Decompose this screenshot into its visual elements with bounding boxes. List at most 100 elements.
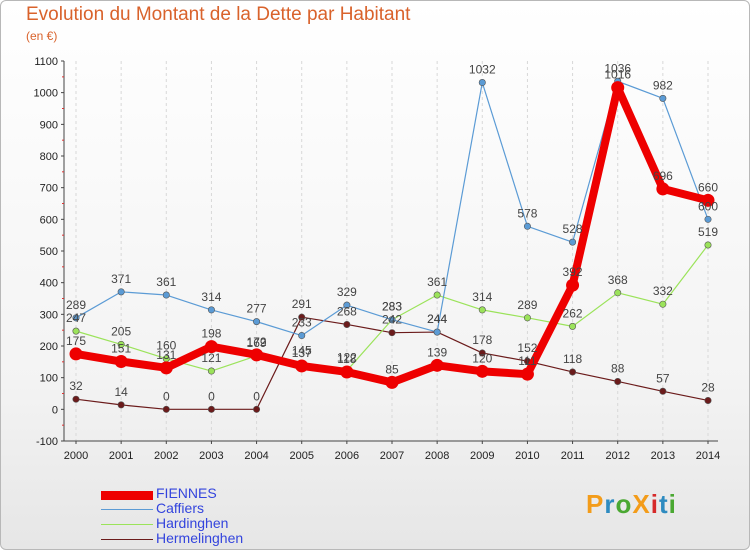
data-label-hardinghen: 169 [247, 336, 267, 350]
point-fiennes [159, 361, 173, 375]
data-label-fiennes: 137 [292, 346, 312, 360]
point-hermelinghen [117, 401, 125, 409]
point-hardinghen [569, 322, 577, 330]
point-hardinghen [523, 314, 531, 322]
y-tick-label: 400 [40, 278, 58, 290]
logo-letter: o [615, 489, 633, 519]
x-tick-label: 2008 [425, 450, 449, 462]
point-hermelinghen [478, 349, 486, 357]
data-label-fiennes: 139 [427, 345, 447, 359]
data-label-fiennes: 151 [111, 342, 131, 356]
data-label-fiennes: 660 [698, 180, 718, 194]
logo-letter: t [658, 489, 669, 519]
logo-letter: X [632, 489, 651, 519]
data-label-caffiers: 578 [517, 206, 537, 220]
point-fiennes [520, 367, 534, 381]
data-label-caffiers: 277 [247, 302, 267, 316]
point-caffiers [162, 291, 170, 299]
data-label-hermelinghen: 88 [611, 361, 625, 375]
data-label-fiennes: 111 [518, 354, 537, 368]
point-fiennes [566, 278, 580, 292]
legend-label-hardinghen: Hardinghen [156, 515, 229, 531]
x-tick-label: 2000 [64, 450, 88, 462]
x-tick-label: 2014 [696, 450, 720, 462]
y-tick-label: 900 [40, 119, 58, 131]
y-tick-label: 500 [40, 246, 58, 258]
data-label-hardinghen: 519 [698, 225, 718, 239]
point-fiennes [250, 348, 264, 362]
point-fiennes [656, 182, 670, 196]
data-label-fiennes: 198 [201, 327, 221, 341]
data-label-caffiers: 600 [698, 199, 718, 213]
point-caffiers [704, 215, 712, 223]
point-hermelinghen [162, 405, 170, 413]
data-label-hardinghen: 121 [201, 351, 221, 365]
data-label-hermelinghen: 32 [69, 379, 83, 393]
legend-swatch-hermelinghen [101, 539, 153, 540]
y-tick-label: 700 [40, 183, 58, 195]
data-label-fiennes: 172 [247, 335, 267, 349]
y-tick-label: 300 [40, 309, 58, 321]
data-label-hardinghen: 262 [563, 306, 583, 320]
data-label-hermelinghen: 14 [114, 385, 128, 399]
legend-swatch-fiennes [101, 491, 153, 500]
point-fiennes [430, 358, 444, 372]
point-caffiers [523, 222, 531, 230]
data-label-caffiers: 233 [292, 316, 312, 330]
y-tick-label: 1000 [34, 88, 58, 100]
data-label-caffiers: 1036 [604, 61, 631, 75]
point-hardinghen [433, 291, 441, 299]
chart-title: Evolution du Montant de la Dette par Hab… [26, 4, 411, 25]
point-hermelinghen [659, 387, 667, 395]
x-tick-label: 2001 [109, 450, 133, 462]
point-fiennes [114, 355, 128, 369]
point-hermelinghen [298, 313, 306, 321]
x-tick-label: 2006 [335, 450, 359, 462]
data-label-caffiers: 329 [337, 285, 357, 299]
data-label-caffiers: 1032 [469, 63, 496, 77]
point-hermelinghen [388, 329, 396, 337]
point-fiennes [611, 81, 625, 95]
point-fiennes [204, 340, 218, 354]
data-label-caffiers: 361 [156, 275, 176, 289]
data-label-caffiers: 283 [382, 300, 402, 314]
x-tick-label: 2009 [470, 450, 494, 462]
logo-letter: P [586, 489, 605, 519]
point-caffiers [433, 328, 441, 336]
x-tick-label: 2002 [154, 450, 178, 462]
point-caffiers [569, 238, 577, 246]
point-hermelinghen [253, 405, 261, 413]
chart-subtitle: (en €) [26, 29, 58, 43]
y-tick-label: 0 [52, 404, 58, 416]
data-labels: 32 14 0 0 0 291 268 242 244 178 152 118 88 57 28 247 205… [66, 61, 718, 403]
data-label-caffiers: 244 [427, 312, 447, 326]
data-label-fiennes: 131 [156, 348, 176, 362]
x-tick-label: 2010 [515, 450, 539, 462]
data-label-hardinghen: 122 [337, 351, 357, 365]
series-layer [69, 77, 715, 413]
data-label-caffiers: 528 [563, 222, 583, 236]
data-label-hardinghen: 205 [111, 324, 131, 338]
y-tick-label: -100 [36, 436, 58, 448]
y-tick-label: 800 [40, 151, 58, 163]
data-label-fiennes: 175 [66, 334, 86, 348]
data-label-caffiers: 314 [201, 290, 221, 304]
y-tick-label: 100 [40, 373, 58, 385]
logo-letter: r [604, 489, 616, 519]
proxiti-logo: ProXiti [586, 489, 677, 520]
axes: -100010020030040050060070080090010001100… [34, 56, 721, 462]
point-hermelinghen [569, 368, 577, 376]
point-hardinghen [72, 327, 80, 335]
data-label-hermelinghen: 152 [517, 341, 537, 355]
data-label-hermelinghen: 0 [163, 389, 170, 403]
data-label-hermelinghen: 291 [292, 297, 312, 311]
data-label-hardinghen: 247 [66, 311, 86, 325]
point-hermelinghen [72, 395, 80, 403]
point-hardinghen [117, 340, 125, 348]
data-label-caffiers: 371 [111, 272, 131, 286]
point-fiennes [295, 359, 309, 373]
data-label-hardinghen: 283 [382, 300, 402, 314]
data-label-hardinghen: 332 [653, 284, 673, 298]
